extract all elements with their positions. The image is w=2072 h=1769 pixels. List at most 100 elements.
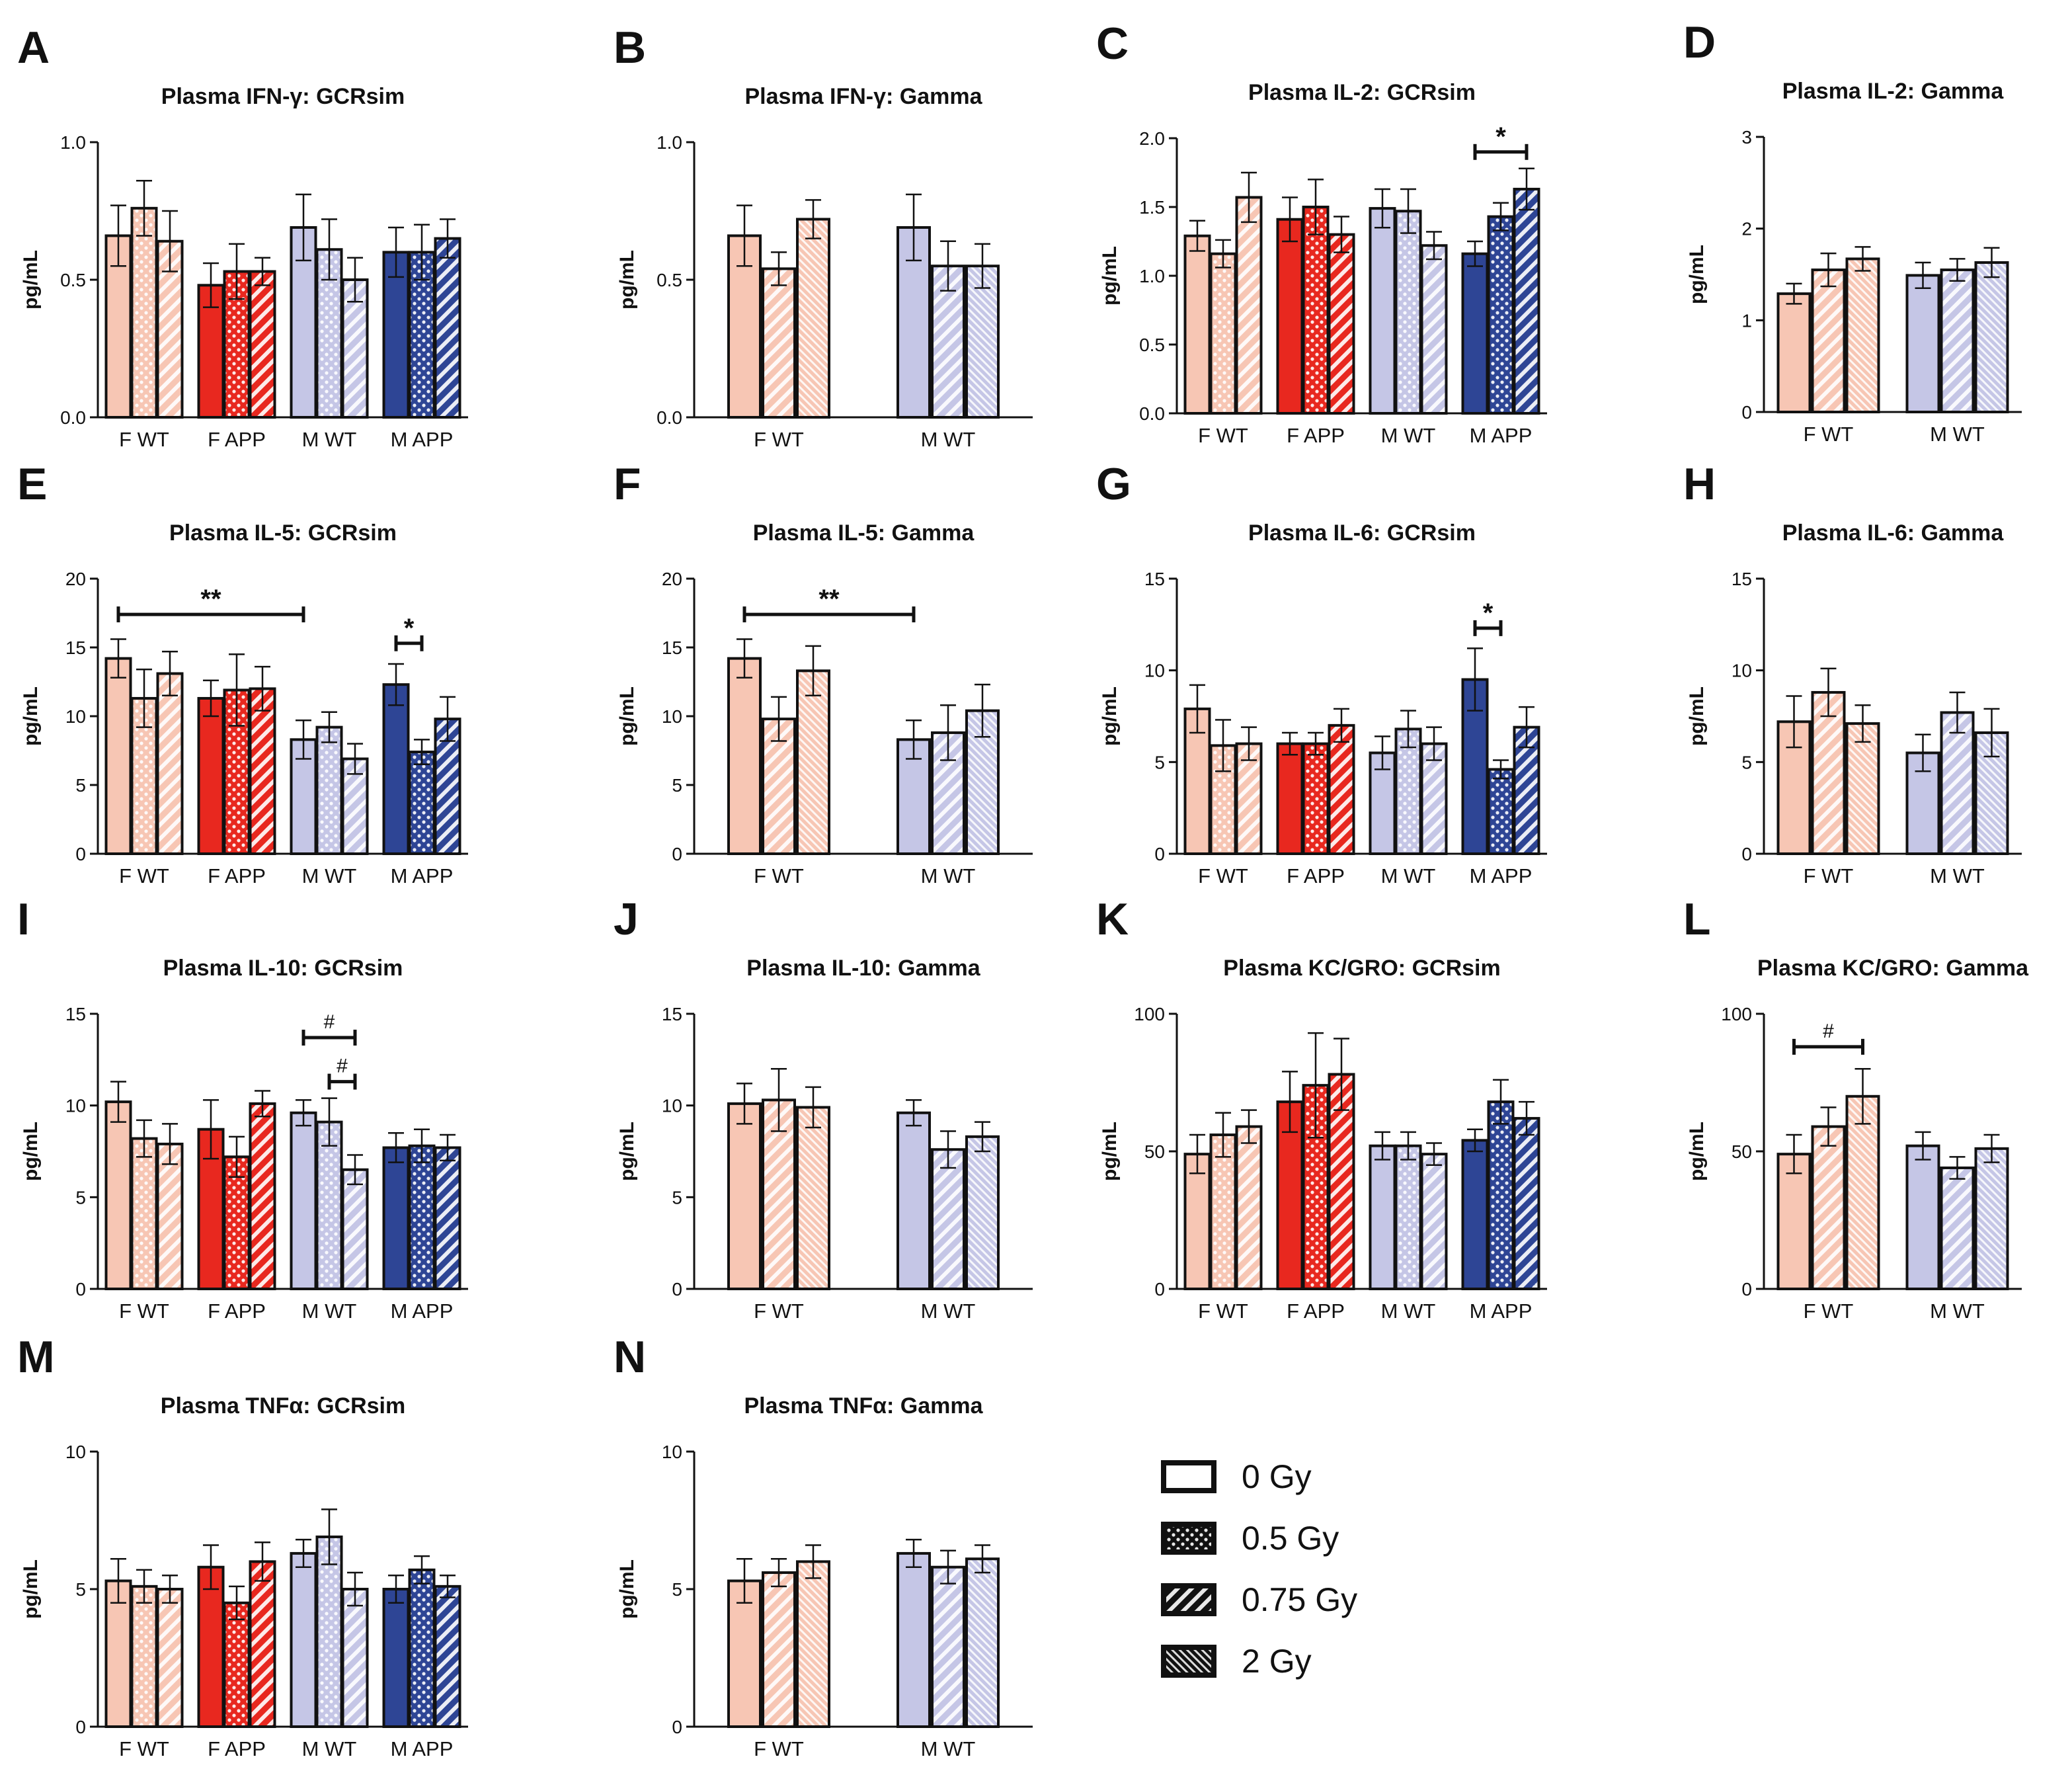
panel-letter: M — [17, 1332, 55, 1382]
y-tick-label: 1.5 — [1139, 197, 1165, 218]
bar — [898, 1112, 930, 1289]
bar-pattern — [1847, 1096, 1879, 1289]
y-axis-label: pg/mL — [616, 1559, 638, 1619]
y-axis-label: pg/mL — [1686, 245, 1708, 304]
x-tick-label: M WT — [921, 864, 976, 887]
bar-pattern — [157, 1589, 182, 1727]
bar-pattern — [967, 266, 998, 417]
panel-letter: C — [1096, 19, 1129, 69]
x-tick-label: F WT — [754, 864, 804, 887]
y-tick-label: 10 — [1144, 661, 1165, 681]
chart-title: Plasma IFN-γ: GCRsim — [161, 84, 405, 109]
x-tick-label: F APP — [208, 1299, 266, 1323]
y-tick-label: 0.0 — [1139, 403, 1165, 424]
x-tick-label: F APP — [1287, 1299, 1345, 1323]
panel-b: B Plasma IFN-γ: Gamma pg/mL 0.0 0.5 1.0 F WT M … — [614, 22, 1033, 451]
bar-pattern — [342, 1169, 368, 1289]
legend-swatch-pattern — [1164, 1647, 1214, 1675]
y-tick-label: 0 — [1741, 1279, 1752, 1299]
bar-pattern — [435, 1586, 460, 1727]
y-tick-label: 10 — [65, 706, 86, 727]
y-tick-label: 0 — [75, 844, 86, 864]
bar-pattern — [1236, 1126, 1261, 1289]
y-axis-label: pg/mL — [1099, 246, 1121, 306]
y-tick-label: 0 — [672, 1717, 682, 1737]
bar-pattern — [132, 1586, 157, 1727]
y-tick-label: 0 — [75, 1717, 86, 1737]
x-tick-label: M APP — [391, 1299, 454, 1323]
y-axis-label: pg/mL — [1686, 1122, 1708, 1181]
chart-title: Plasma IL-5: GCRsim — [169, 520, 397, 546]
y-axis-label: pg/mL — [20, 250, 42, 309]
bar-pattern — [250, 1103, 275, 1289]
x-tick-label: M WT — [1381, 424, 1436, 447]
legend-label: 0.5 Gy — [1242, 1520, 1339, 1557]
x-tick-label: M WT — [302, 1737, 357, 1760]
x-tick-label: F WT — [754, 1737, 804, 1760]
x-tick-label: M APP — [391, 1737, 454, 1760]
bar-pattern — [224, 1157, 249, 1289]
bar-pattern — [797, 1107, 829, 1289]
y-tick-label: 10 — [1732, 661, 1752, 681]
bar-pattern — [1975, 1148, 2008, 1289]
y-axis-label: pg/mL — [616, 250, 638, 309]
bar — [1778, 294, 1810, 412]
bar-pattern — [1488, 1102, 1513, 1289]
y-tick-label: 0.0 — [657, 407, 682, 428]
bar-pattern — [1514, 727, 1539, 854]
x-tick-label: M APP — [1470, 1299, 1533, 1323]
x-tick-label: F APP — [208, 428, 266, 451]
bar-pattern — [1329, 725, 1354, 854]
bar-pattern — [797, 671, 829, 854]
x-tick-label: F WT — [1804, 423, 1854, 446]
bar-pattern — [967, 1559, 998, 1727]
bar-pattern — [132, 1138, 157, 1289]
panel-letter: G — [1096, 459, 1131, 509]
bar-pattern — [435, 238, 460, 417]
bar — [898, 1553, 930, 1727]
y-tick-label: 15 — [65, 638, 86, 658]
x-tick-label: M APP — [1470, 864, 1533, 887]
bar — [1907, 1145, 1939, 1289]
y-tick-label: 0 — [75, 1279, 86, 1299]
bar — [1277, 219, 1302, 413]
panel-letter: J — [614, 894, 639, 944]
bar — [1778, 1154, 1810, 1289]
panel-h: H Plasma IL-6: Gamma pg/mL 0 5 10 15 F WT M WT — [1683, 459, 2022, 887]
x-tick-label: M WT — [1930, 1299, 1985, 1323]
legend-item: 0.75 Gy — [1161, 1581, 1357, 1618]
y-axis-label: pg/mL — [616, 1122, 638, 1181]
bar-pattern — [342, 280, 368, 417]
y-tick-label: 5 — [75, 775, 86, 796]
y-axis-label: pg/mL — [20, 686, 42, 746]
x-tick-label: F WT — [119, 428, 169, 451]
significance-label: * — [1483, 598, 1494, 628]
chart-title: Plasma IL-5: Gamma — [753, 520, 975, 546]
bar-pattern — [157, 673, 182, 854]
y-tick-label: 15 — [662, 1004, 682, 1024]
bar-pattern — [317, 1536, 342, 1727]
panel-j: J Plasma IL-10: Gamma pg/mL 0 5 10 15 F WT M WT — [614, 894, 1033, 1323]
legend-item: 0.5 Gy — [1161, 1520, 1339, 1557]
bar-pattern — [967, 1136, 998, 1289]
y-tick-label: 50 — [1732, 1141, 1752, 1162]
x-tick-label: M WT — [1381, 864, 1436, 887]
panel-f: F Plasma IL-5: Gamma pg/mL 0 5 10 15 20 F WT M WT… — [614, 459, 1033, 887]
bar-pattern — [1421, 1154, 1447, 1289]
y-tick-label: 20 — [662, 569, 682, 589]
x-tick-label: F WT — [119, 864, 169, 887]
y-tick-label: 0.0 — [60, 407, 86, 428]
bar-pattern — [932, 1149, 964, 1289]
legend-swatch-pattern — [1164, 1586, 1214, 1614]
significance-label: ** — [818, 585, 840, 614]
bar-pattern — [1941, 712, 1973, 854]
bar-pattern — [317, 1122, 342, 1289]
panel-letter: L — [1683, 894, 1711, 944]
bar — [106, 658, 131, 854]
legend-swatch-outline — [1161, 1645, 1216, 1678]
panel-letter: B — [614, 22, 646, 73]
y-tick-label: 10 — [65, 1096, 86, 1116]
bar-pattern — [1975, 262, 2008, 412]
legend-swatch-outline — [1161, 1583, 1216, 1616]
legend-label: 0 Gy — [1242, 1458, 1312, 1495]
